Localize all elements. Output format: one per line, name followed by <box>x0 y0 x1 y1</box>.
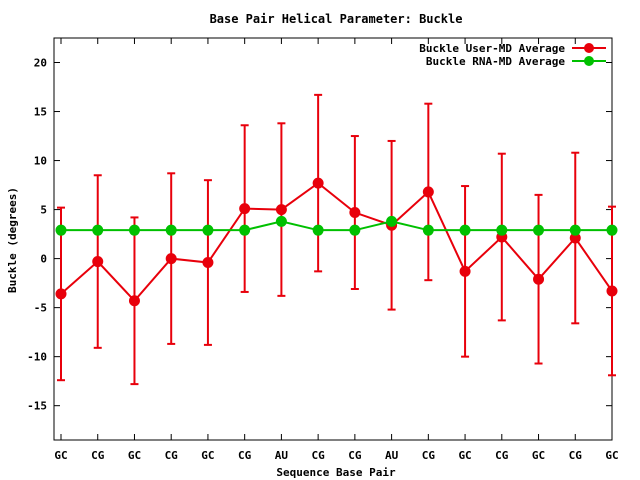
data-point-series-1 <box>239 203 251 215</box>
data-point-series-1 <box>55 288 67 300</box>
data-point-series-2 <box>496 224 508 236</box>
data-point-series-1 <box>349 207 361 219</box>
x-tick-label: GC <box>201 449 214 462</box>
series-line-2 <box>61 220 612 232</box>
data-point-series-1 <box>165 253 177 265</box>
chart-title: Base Pair Helical Parameter: Buckle <box>210 12 463 26</box>
data-point-series-1 <box>128 295 140 307</box>
data-point-series-1 <box>275 204 287 216</box>
data-point-series-1 <box>606 285 618 297</box>
x-tick-label: GC <box>605 449 618 462</box>
x-tick-label: GC <box>128 449 141 462</box>
data-point-series-1 <box>459 265 471 277</box>
data-point-series-2 <box>275 215 287 227</box>
y-axis-ticks: -15 -10 -5 0 5 10 15 20 <box>27 57 612 413</box>
legend-label-2: Buckle RNA-MD Average <box>426 55 565 68</box>
x-tick-label: CG <box>312 449 326 462</box>
x-tick-label: CG <box>238 449 252 462</box>
data-point-series-1 <box>312 177 324 189</box>
y-tick-label: 10 <box>34 155 47 168</box>
y-tick-label: -15 <box>27 400 47 413</box>
x-tick-label: GC <box>532 449 545 462</box>
x-tick-label: CG <box>348 449 362 462</box>
x-tick-label: CG <box>495 449 509 462</box>
data-point-series-1 <box>533 273 545 285</box>
y-tick-label: 0 <box>40 253 47 266</box>
data-point-series-2 <box>92 224 104 236</box>
data-point-series-1 <box>202 257 214 269</box>
x-tick-label: CG <box>91 449 105 462</box>
x-tick-label: CG <box>422 449 436 462</box>
data-point-series-2 <box>202 224 214 236</box>
data-point-series-2 <box>533 224 545 236</box>
data-point-series-1 <box>92 256 104 268</box>
x-axis-label: Sequence Base Pair <box>276 466 396 479</box>
data-point-series-2 <box>165 224 177 236</box>
legend-swatch-marker-1 <box>584 43 594 53</box>
x-tick-label: AU <box>275 449 289 462</box>
x-tick-label: GC <box>54 449 67 462</box>
data-point-series-2 <box>128 224 140 236</box>
x-tick-label: GC <box>458 449 471 462</box>
x-tick-label: AU <box>385 449 399 462</box>
x-tick-label: CG <box>165 449 179 462</box>
data-point-series-2 <box>386 215 398 227</box>
legend-swatch-marker-2 <box>584 56 594 66</box>
x-tick-label: CG <box>569 449 583 462</box>
y-axis-label: Buckle (degrees) <box>6 187 19 293</box>
series-line-1 <box>60 181 613 303</box>
y-tick-label: -5 <box>34 302 47 315</box>
data-point-series-2 <box>239 224 251 236</box>
data-point-series-2 <box>459 224 471 236</box>
data-point-series-2 <box>569 224 581 236</box>
error-bars <box>57 93 616 386</box>
data-point-series-2 <box>312 224 324 236</box>
data-point-series-2 <box>606 224 618 236</box>
x-axis-ticks: GC CG GC CG GC CG AU CG CG AU CG GC CG GC CG GC <box>54 38 619 462</box>
data-point-series-1 <box>422 186 434 198</box>
series-points <box>55 177 618 307</box>
y-tick-label: 15 <box>34 106 47 119</box>
y-tick-label: 5 <box>40 204 47 217</box>
data-point-series-2 <box>349 224 361 236</box>
data-point-series-2 <box>422 224 434 236</box>
y-tick-label: 20 <box>34 57 47 70</box>
series-lines <box>60 181 613 303</box>
plot-border <box>53 37 613 441</box>
legend-label-1: Buckle User-MD Average <box>419 42 565 55</box>
y-tick-label: -10 <box>27 351 47 364</box>
data-point-series-2 <box>55 224 67 236</box>
